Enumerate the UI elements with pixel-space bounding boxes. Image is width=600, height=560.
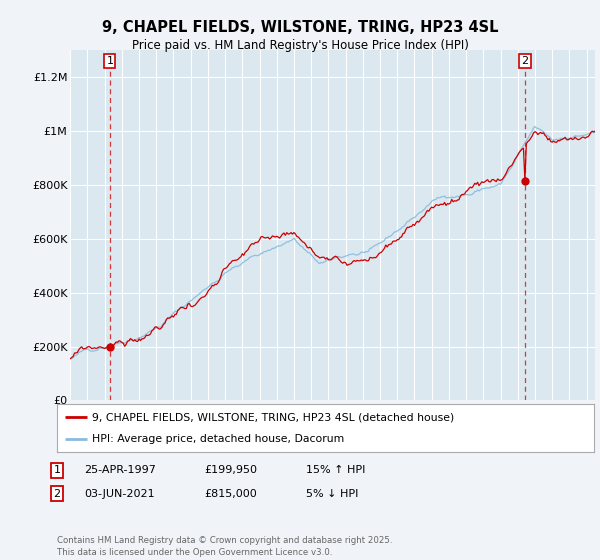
Text: 25-APR-1997: 25-APR-1997: [84, 465, 156, 475]
Text: £199,950: £199,950: [204, 465, 257, 475]
Text: 9, CHAPEL FIELDS, WILSTONE, TRING, HP23 4SL (detached house): 9, CHAPEL FIELDS, WILSTONE, TRING, HP23 …: [92, 412, 454, 422]
Text: Contains HM Land Registry data © Crown copyright and database right 2025.
This d: Contains HM Land Registry data © Crown c…: [57, 536, 392, 557]
Text: 03-JUN-2021: 03-JUN-2021: [84, 489, 155, 499]
Text: £815,000: £815,000: [204, 489, 257, 499]
Text: 2: 2: [53, 489, 61, 499]
Text: Price paid vs. HM Land Registry's House Price Index (HPI): Price paid vs. HM Land Registry's House …: [131, 39, 469, 52]
Text: 5% ↓ HPI: 5% ↓ HPI: [306, 489, 358, 499]
Text: 1: 1: [106, 55, 113, 66]
Text: 9, CHAPEL FIELDS, WILSTONE, TRING, HP23 4SL: 9, CHAPEL FIELDS, WILSTONE, TRING, HP23 …: [102, 20, 498, 35]
Text: 15% ↑ HPI: 15% ↑ HPI: [306, 465, 365, 475]
Text: 2: 2: [521, 55, 529, 66]
Text: HPI: Average price, detached house, Dacorum: HPI: Average price, detached house, Daco…: [92, 434, 344, 444]
Text: 1: 1: [53, 465, 61, 475]
